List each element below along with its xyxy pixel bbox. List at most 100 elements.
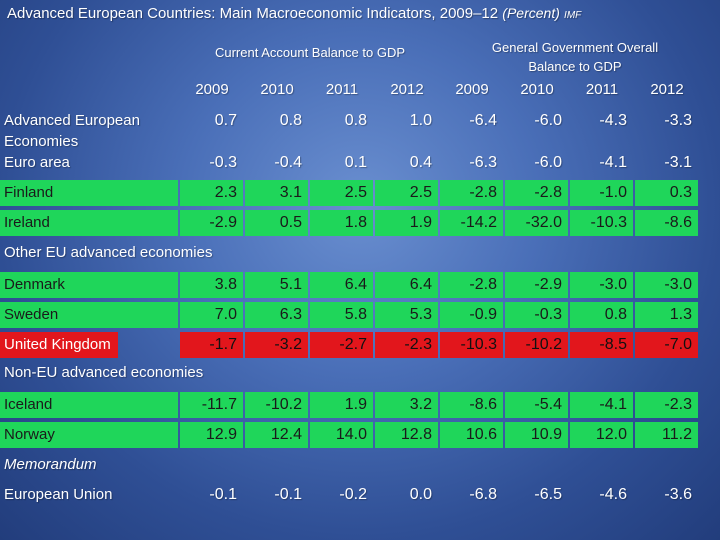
table-cell: 0.8: [344, 112, 367, 129]
table-cell: -8.6: [635, 210, 698, 236]
row-label-band: Sweden: [0, 302, 178, 328]
table-cell: -0.3: [505, 302, 568, 328]
table-cell: 0.5: [245, 210, 308, 236]
table-cell: -3.6: [664, 486, 692, 503]
table-cell: -4.1: [570, 392, 633, 418]
table-cell: 12.9: [180, 422, 243, 448]
table-cell: 7.0: [180, 302, 243, 328]
table-cell: -0.1: [274, 486, 302, 503]
table-cell: 5.1: [245, 272, 308, 298]
table-cell: -0.9: [440, 302, 503, 328]
table-cell: 11.2: [635, 422, 698, 448]
table-cell: -10.3: [570, 210, 633, 236]
table-cell: 5.3: [375, 302, 438, 328]
table-cell: -3.0: [570, 272, 633, 298]
table-cell: 0.7: [214, 112, 237, 129]
table-cell: 0.8: [570, 302, 633, 328]
table-cell: -2.9: [180, 210, 243, 236]
year-header: 2012: [650, 81, 684, 98]
table-cell: -10.3: [440, 332, 503, 358]
title-unit: (Percent): [502, 5, 560, 21]
table-cell: 0.3: [635, 180, 698, 206]
table-cell: -4.1: [599, 154, 627, 171]
table-cell: -6.5: [534, 486, 562, 503]
table-cell: 14.0: [310, 422, 373, 448]
table-cell: -7.0: [635, 332, 698, 358]
year-header: 2012: [390, 81, 424, 98]
table-cell: -6.8: [469, 486, 497, 503]
table-cell: -3.1: [664, 154, 692, 171]
row-label-band: Finland: [0, 180, 178, 206]
row-label-band: Iceland: [0, 392, 178, 418]
year-header: 2010: [260, 81, 294, 98]
table-cell: 12.4: [245, 422, 308, 448]
table-cell: -0.2: [339, 486, 367, 503]
row-label: Denmark: [4, 276, 65, 293]
table-cell: 2.3: [180, 180, 243, 206]
table-cell: -3.2: [245, 332, 308, 358]
table-cell: 1.0: [409, 112, 432, 129]
table-cell: 6.3: [245, 302, 308, 328]
row-label: Iceland: [4, 396, 53, 413]
table-cell: -8.6: [440, 392, 503, 418]
table-cell: -1.0: [570, 180, 633, 206]
table-cell: 3.8: [180, 272, 243, 298]
table-cell: -11.7: [180, 392, 243, 418]
row-label: Sweden: [4, 306, 59, 323]
table-cell: 1.9: [310, 392, 373, 418]
table-cell: -5.4: [505, 392, 568, 418]
group-header-current-account: Current Account Balance to GDP: [214, 45, 406, 60]
table-cell: 0.4: [409, 154, 432, 171]
table-cell: 0.1: [344, 154, 367, 171]
table-cell: -8.5: [570, 332, 633, 358]
table-cell: -2.8: [440, 180, 503, 206]
row-label: Advanced European Economies: [4, 112, 140, 150]
table-cell: -1.7: [180, 332, 243, 358]
row-label-band: Ireland: [0, 210, 178, 236]
table-cell: -4.6: [599, 486, 627, 503]
page-title: Advanced European Countries: Main Macroe…: [7, 5, 582, 22]
table-cell: 0.8: [279, 112, 302, 129]
table-cell: -2.9: [505, 272, 568, 298]
title-source: IMF: [564, 10, 582, 21]
table-cell: -2.3: [635, 392, 698, 418]
table-cell: 10.6: [440, 422, 503, 448]
row-label: European Union: [4, 486, 113, 503]
table-cell: 1.3: [635, 302, 698, 328]
table-cell: 2.5: [375, 180, 438, 206]
table-cell: -10.2: [245, 392, 308, 418]
section-heading: Other EU advanced economies: [4, 244, 213, 261]
table-cell: 10.9: [505, 422, 568, 448]
table-cell: 3.1: [245, 180, 308, 206]
table-cell: 0.0: [409, 486, 432, 503]
table-cell: -3.3: [664, 112, 692, 129]
table-cell: 6.4: [310, 272, 373, 298]
year-header: 2009: [195, 81, 229, 98]
table-cell: 1.8: [310, 210, 373, 236]
table-cell: 12.8: [375, 422, 438, 448]
row-label: United Kingdom: [4, 336, 111, 353]
table-cell: -0.3: [209, 154, 237, 171]
table-cell: -2.8: [505, 180, 568, 206]
table-cell: -0.1: [209, 486, 237, 503]
row-label: Euro area: [4, 154, 70, 171]
table-cell: 1.9: [375, 210, 438, 236]
section-heading: Non-EU advanced economies: [4, 364, 204, 381]
table-cell: 2.5: [310, 180, 373, 206]
row-label-band: Denmark: [0, 272, 178, 298]
table-cell: 5.8: [310, 302, 373, 328]
table-cell: -6.0: [534, 112, 562, 129]
table-cell: -4.3: [599, 112, 627, 129]
year-header: 2011: [585, 81, 619, 98]
row-label: Finland: [4, 184, 54, 201]
row-label: Norway: [4, 426, 55, 443]
year-header: 2009: [455, 81, 489, 98]
row-label-band: Norway: [0, 422, 178, 448]
row-label: Ireland: [4, 214, 50, 231]
row-label-band: United Kingdom: [0, 332, 118, 358]
table-cell: -14.2: [440, 210, 503, 236]
table-cell: -2.7: [310, 332, 373, 358]
table-cell: -10.2: [505, 332, 568, 358]
table-cell: -0.4: [274, 154, 302, 171]
group-header-government-balance: General Government Overall Balance to GD…: [491, 40, 659, 74]
